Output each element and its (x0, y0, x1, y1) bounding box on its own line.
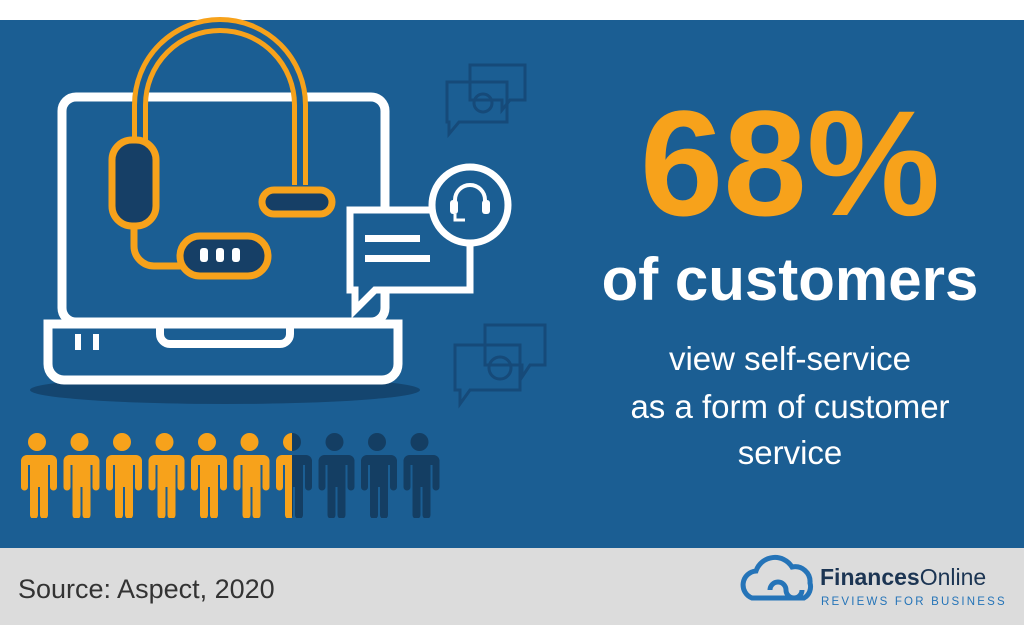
stat-value: 68% (640, 79, 940, 247)
brand-light: Online (920, 564, 986, 590)
stat-description: service (738, 434, 843, 471)
top-strip (0, 0, 1024, 20)
stat-description: view self-service (669, 340, 911, 377)
brand: FinancesOnline (820, 564, 986, 590)
footer-bar (0, 548, 1024, 625)
source: Source: Aspect, 2020 (18, 574, 275, 604)
logo: FinancesOnline REVIEWS FOR BUSINESS (740, 554, 1007, 608)
stat-description: as a form of customer (630, 388, 949, 425)
tagline: REVIEWS FOR BUSINESS (821, 596, 1007, 608)
laptop-illustration (30, 17, 547, 409)
stat-label: of customers (602, 246, 979, 313)
brand-bold: Finances (820, 564, 920, 590)
